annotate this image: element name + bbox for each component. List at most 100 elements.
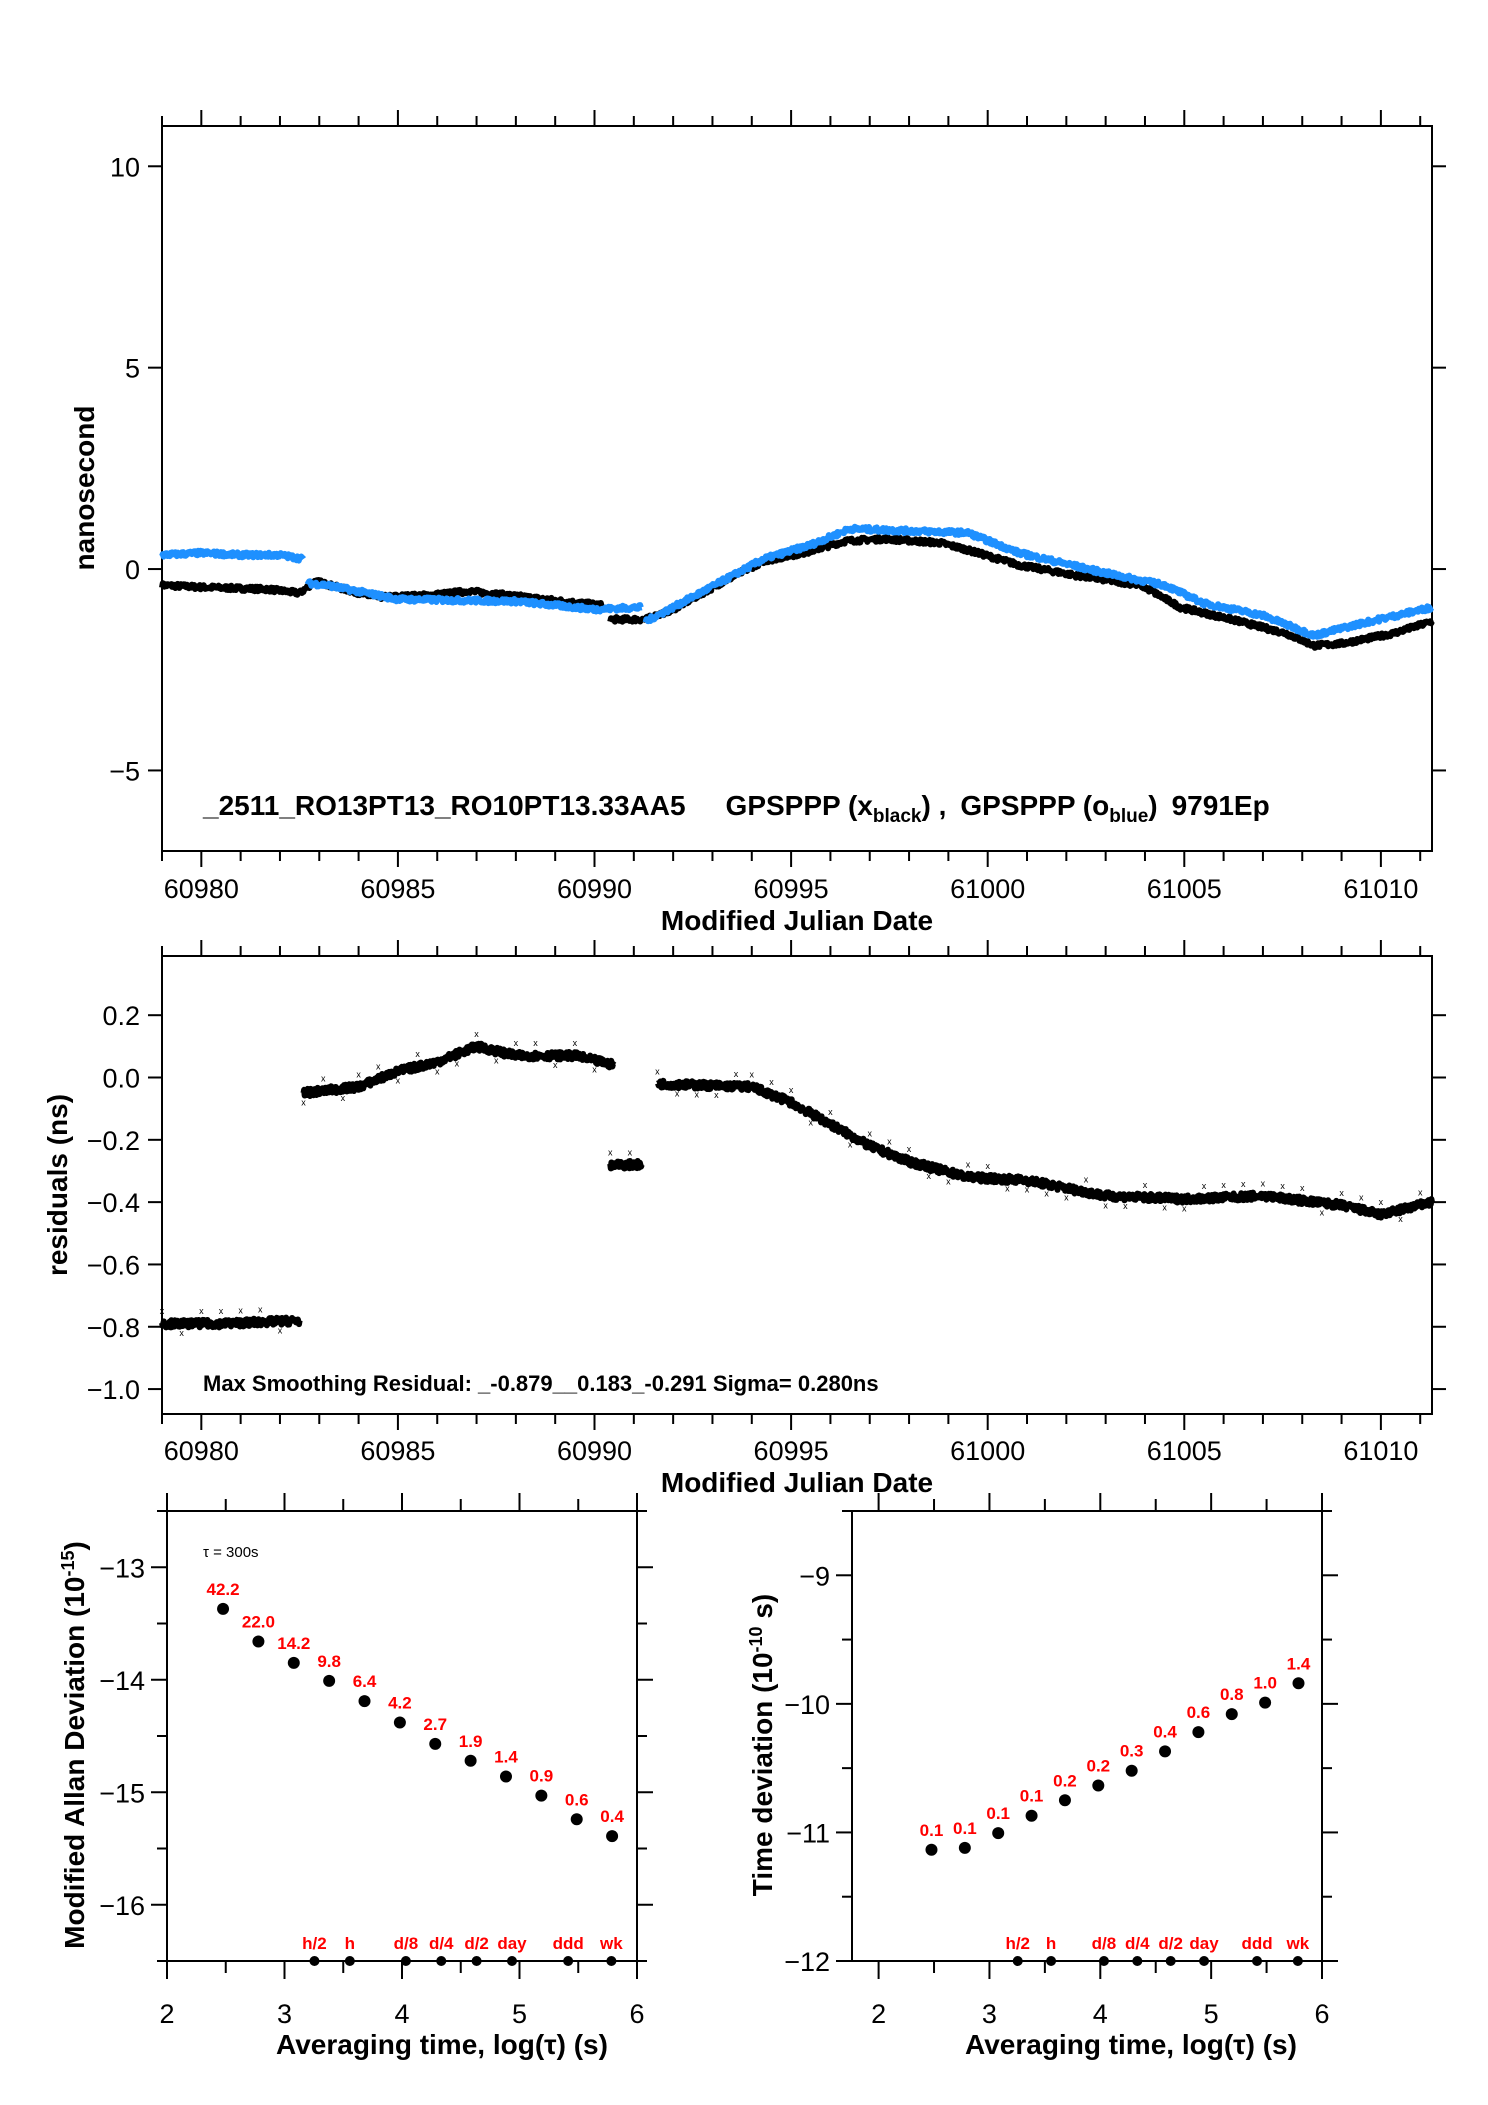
residual-outlier-mark: x xyxy=(592,1065,597,1075)
residual-outlier-mark: x xyxy=(946,1176,951,1186)
time-marker-label: d/2 xyxy=(1158,1934,1183,1953)
data-point xyxy=(1159,1745,1172,1758)
data-point xyxy=(499,1770,512,1783)
blue-series-line xyxy=(159,547,306,564)
residual-outlier-mark: x xyxy=(1379,1197,1384,1207)
residual-outlier-mark: x xyxy=(435,1066,440,1076)
residual-outlier-mark: x xyxy=(1320,1207,1325,1217)
time-marker-label: day xyxy=(497,1934,527,1953)
residual-outlier-mark: x xyxy=(199,1306,204,1316)
residual-outlier-mark: x xyxy=(750,1069,755,1079)
y-tick-label: −10 xyxy=(784,1690,830,1720)
x-tick-label: 61010 xyxy=(1343,874,1418,904)
residual-outlier-mark: x xyxy=(809,1118,814,1128)
x-tick-label: 5 xyxy=(512,1999,527,2029)
top-plot-legend: _2511_RO13PT13_RO10PT13.33AA5 GPSPPP (xbl… xyxy=(202,790,1270,827)
y-tick-label: 0.2 xyxy=(102,1001,140,1031)
y-tick-label: −15 xyxy=(99,1778,145,1808)
plot-frame-0 xyxy=(161,125,1433,852)
y-tick-label: −0.2 xyxy=(87,1126,140,1156)
y-tick-label: −5 xyxy=(109,756,140,786)
data-point xyxy=(429,1737,442,1750)
data-point xyxy=(1192,1726,1205,1739)
x-tick-label: 60995 xyxy=(754,874,829,904)
residual-outlier-mark: x xyxy=(867,1129,872,1139)
data-point xyxy=(535,1789,548,1802)
residual-outlier-mark: x xyxy=(238,1305,243,1315)
x-tick-label: 61005 xyxy=(1147,874,1222,904)
epoch-label: 9791Ep xyxy=(1172,790,1270,821)
time-marker-dot xyxy=(1252,1956,1263,1966)
x-tick-label: 60980 xyxy=(164,1436,239,1466)
residual-series xyxy=(159,1314,303,1331)
mid-y-axis-title: residuals (ns) xyxy=(42,1094,73,1276)
time-marker-dot xyxy=(309,1956,320,1966)
residual-outlier-mark: x xyxy=(376,1062,381,1072)
x-tick-label: 5 xyxy=(1204,1999,1219,2029)
top-y-axis-title: nanosecond xyxy=(69,406,100,571)
y-tick-label: −11 xyxy=(786,1818,830,1848)
residual-outlier-mark: x xyxy=(533,1038,538,1048)
point-label: 0.1 xyxy=(986,1804,1010,1823)
blue-series-line xyxy=(642,523,1435,640)
y-tick-label: 0.0 xyxy=(102,1064,140,1094)
y-tick-label: −0.8 xyxy=(87,1313,140,1343)
residual-outlier-mark: x xyxy=(1280,1181,1285,1191)
residual-outlier-mark: x xyxy=(573,1038,578,1048)
point-label: 0.6 xyxy=(565,1790,589,1809)
point-label: 0.1 xyxy=(953,1819,977,1838)
plot-frame-3 xyxy=(851,1510,1323,1962)
data-point xyxy=(606,1830,619,1843)
x-tick-label: 61005 xyxy=(1147,1436,1222,1466)
time-marker-label: ddd xyxy=(1241,1934,1272,1953)
y-tick-label: −14 xyxy=(99,1666,145,1696)
time-marker-dot xyxy=(606,1956,617,1966)
x-tick-label: 3 xyxy=(277,1999,292,2029)
point-label: 0.8 xyxy=(1220,1685,1244,1704)
residual-outlier-mark: x xyxy=(179,1328,184,1338)
x-tick-label: 2 xyxy=(871,1999,886,2029)
residual-outlier-mark: x xyxy=(675,1089,680,1099)
data-point xyxy=(925,1843,938,1856)
data-point xyxy=(992,1827,1005,1840)
time-marker-dot xyxy=(471,1956,482,1966)
adev-y-axis-title: Modified Allan Deviation (10-15) xyxy=(58,1541,90,1949)
point-label: 22.0 xyxy=(242,1613,275,1632)
series2-post: ) xyxy=(1148,790,1157,821)
y-tick-label: 10 xyxy=(110,152,140,182)
time-marker-label: ddd xyxy=(553,1934,584,1953)
residual-outlier-mark: x xyxy=(966,1160,971,1170)
x-tick-label: 60995 xyxy=(754,1436,829,1466)
residual-outlier-mark: x xyxy=(258,1305,263,1315)
point-label: 1.0 xyxy=(1253,1674,1277,1693)
time-marker-label: day xyxy=(1189,1934,1219,1953)
time-marker-label: d/2 xyxy=(464,1934,489,1953)
point-label: 0.9 xyxy=(530,1767,554,1786)
time-marker-dot xyxy=(436,1956,447,1966)
y-tick-label: −0.4 xyxy=(87,1188,140,1218)
residual-outlier-mark: x xyxy=(301,1097,306,1107)
plot-frame-1 xyxy=(161,955,1433,1415)
data-point xyxy=(1225,1708,1238,1721)
x-tick-label: 60990 xyxy=(557,1436,632,1466)
residual-outlier-mark: x xyxy=(926,1171,931,1181)
y-tick-label: −13 xyxy=(99,1553,145,1583)
residual-outlier-mark: x xyxy=(219,1306,224,1316)
residual-outlier-mark: x xyxy=(694,1089,699,1099)
residual-outlier-mark: x xyxy=(1005,1184,1010,1194)
point-label: 14.2 xyxy=(277,1634,310,1653)
time-marker-label: h/2 xyxy=(1005,1934,1030,1953)
series2-label: GPSPPP (o xyxy=(960,790,1109,821)
x-tick-label: 60985 xyxy=(360,1436,435,1466)
point-label: 9.8 xyxy=(317,1652,341,1671)
residual-outlier-mark: x xyxy=(1123,1201,1128,1211)
residual-outlier-mark: x xyxy=(769,1077,774,1087)
x-tick-label: 4 xyxy=(394,1999,409,2029)
residual-outlier-mark: x xyxy=(1143,1180,1148,1190)
x-tick-label: 61000 xyxy=(950,1436,1025,1466)
residual-series xyxy=(607,1158,645,1172)
residual-outlier-mark: x xyxy=(160,1306,165,1316)
residual-outlier-mark: x xyxy=(1064,1192,1069,1202)
residual-outlier-mark: x xyxy=(1261,1178,1266,1188)
y-tick-label: −16 xyxy=(99,1891,145,1921)
